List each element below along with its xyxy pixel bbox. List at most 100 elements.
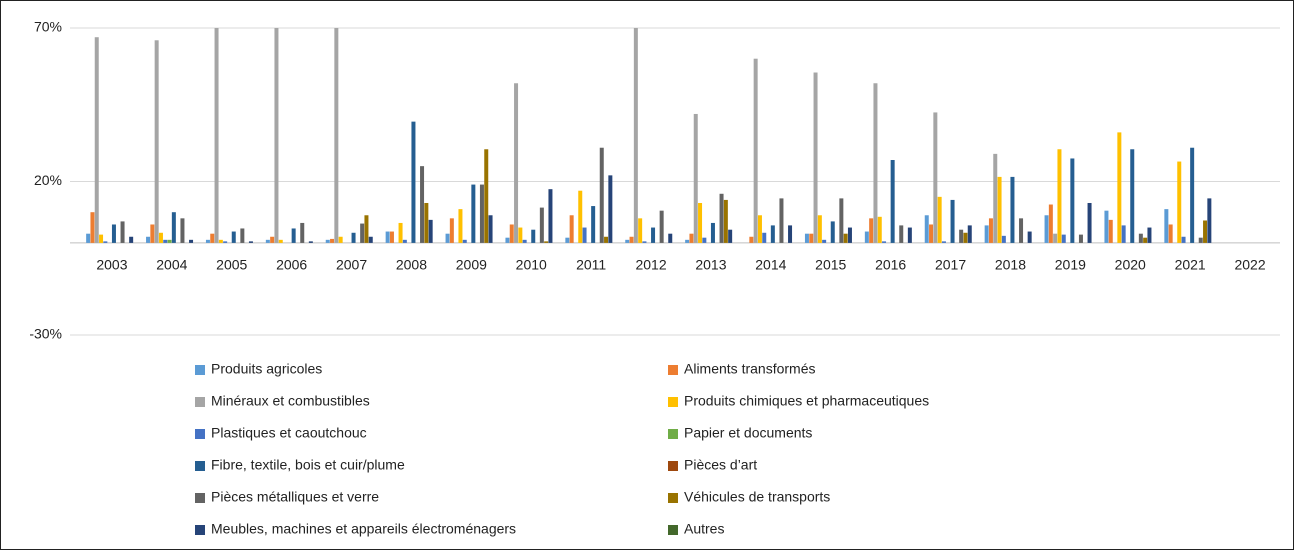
legend-label: Pièces métalliques et verre xyxy=(211,489,379,505)
bar xyxy=(809,233,814,243)
x-tick-label: 2018 xyxy=(995,257,1026,273)
bar xyxy=(389,231,394,243)
bar xyxy=(1010,176,1015,243)
bar xyxy=(150,224,155,243)
bar xyxy=(924,215,929,243)
bar xyxy=(223,241,228,243)
bar xyxy=(1168,224,1173,243)
bar xyxy=(873,83,878,243)
bar xyxy=(248,241,253,243)
x-tick-label: 2009 xyxy=(456,257,487,273)
bar xyxy=(1048,204,1053,243)
bar xyxy=(471,184,476,243)
bar xyxy=(633,28,638,243)
legend-label: Véhicules de transports xyxy=(684,489,830,505)
x-tick-label: 2015 xyxy=(815,257,846,273)
bar xyxy=(1117,132,1122,243)
bar xyxy=(1190,147,1195,243)
bar xyxy=(1121,225,1126,243)
bar xyxy=(629,236,634,243)
bar xyxy=(638,218,643,243)
bar xyxy=(158,232,163,243)
bar xyxy=(531,229,536,243)
bar xyxy=(330,238,335,243)
bar xyxy=(1057,149,1062,243)
bar xyxy=(625,239,630,243)
bar xyxy=(505,237,510,243)
bar xyxy=(788,225,793,243)
bar xyxy=(1198,237,1203,243)
bar xyxy=(518,227,523,243)
bar xyxy=(1044,215,1049,243)
bar xyxy=(779,198,784,243)
bar xyxy=(167,239,172,243)
bar xyxy=(1108,219,1113,243)
bar xyxy=(899,225,904,243)
bar xyxy=(967,225,972,243)
bar xyxy=(449,218,454,243)
legend-label: Meubles, machines et appareils électromé… xyxy=(211,521,516,537)
bar xyxy=(984,225,989,243)
legend-label: Pièces d’art xyxy=(684,457,757,473)
bar xyxy=(163,239,168,243)
bar xyxy=(877,216,882,243)
bar xyxy=(651,227,656,243)
bar xyxy=(668,233,673,243)
x-tick-label: 2010 xyxy=(516,257,547,273)
bar xyxy=(988,218,993,243)
bar xyxy=(291,228,296,243)
bar xyxy=(882,241,887,243)
bar xyxy=(210,233,215,243)
legend-swatch xyxy=(195,429,205,439)
bar xyxy=(963,232,968,243)
bar xyxy=(685,239,690,243)
bar xyxy=(270,236,275,243)
legend-label: Produits agricoles xyxy=(211,361,322,377)
bar xyxy=(723,199,728,243)
bar xyxy=(907,227,912,243)
bar xyxy=(1104,210,1109,243)
bar xyxy=(864,231,869,243)
legend-swatch xyxy=(668,461,678,471)
legend-swatch xyxy=(668,429,678,439)
bar xyxy=(749,236,754,243)
bar xyxy=(817,215,822,243)
legend-swatch xyxy=(668,365,678,375)
legend-swatch xyxy=(195,365,205,375)
bar xyxy=(933,112,938,243)
bar xyxy=(274,28,279,243)
bar xyxy=(1177,161,1182,243)
bar xyxy=(599,147,604,243)
bar xyxy=(997,176,1002,243)
bar xyxy=(111,224,116,243)
bar xyxy=(1207,198,1212,243)
x-tick-label: 2017 xyxy=(935,257,966,273)
bar xyxy=(240,228,245,243)
bar xyxy=(569,215,574,243)
bar xyxy=(514,83,519,243)
bar xyxy=(278,239,283,243)
bar xyxy=(522,239,527,243)
bar xyxy=(129,236,134,243)
bar xyxy=(146,236,151,243)
bar xyxy=(698,202,703,243)
bar xyxy=(334,28,339,243)
bar xyxy=(937,196,942,243)
legend-swatch xyxy=(195,525,205,535)
x-tick-label: 2019 xyxy=(1055,257,1086,273)
bar xyxy=(218,239,223,243)
x-tick-label: 2006 xyxy=(276,257,307,273)
bar xyxy=(420,166,425,243)
bar xyxy=(402,239,407,243)
bar xyxy=(99,234,104,243)
bar xyxy=(428,219,433,243)
bar xyxy=(1070,158,1075,243)
legend-label: Papier et documents xyxy=(684,425,812,441)
legend-swatch xyxy=(668,525,678,535)
bar xyxy=(424,202,429,243)
bar xyxy=(1027,231,1032,243)
bar xyxy=(1087,202,1092,243)
legend-label: Aliments transformés xyxy=(684,361,815,377)
